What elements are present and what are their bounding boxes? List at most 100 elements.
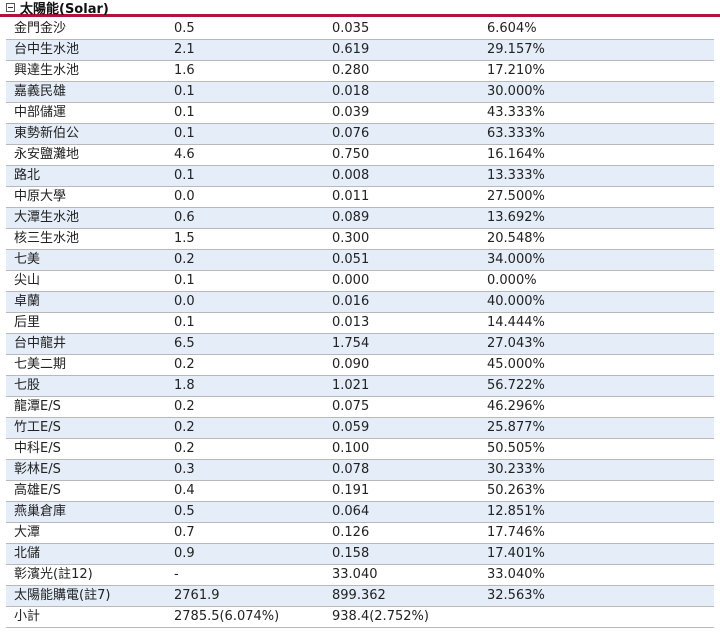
table-row: 后里 0.1 0.013 14.444% [6, 312, 714, 334]
capacity-cell: 0.2 [166, 396, 324, 418]
table-row: 龍潭E/S 0.2 0.075 46.296% [6, 396, 714, 418]
table-row: 七股 1.8 1.021 56.722% [6, 375, 714, 397]
table-row: 彰濱光(註12) -33.040 33.040% [6, 564, 714, 586]
ratio-cell: 12.851% [479, 501, 714, 523]
ratio-cell: 40.000% [479, 291, 714, 313]
capacity-cell: 0.1 [166, 312, 324, 334]
station-name-cell: 卓蘭 [6, 291, 166, 313]
station-name-cell: 嘉義民雄 [6, 81, 166, 103]
capacity-cell: 0.7 [166, 522, 324, 544]
ratio-cell: 50.505% [479, 438, 714, 460]
section-header[interactable]: 太陽能(Solar) [0, 0, 720, 17]
generation-cell: 1.021 [324, 375, 479, 397]
ratio-cell: 45.000% [479, 354, 714, 376]
table-row: 尖山 0.1 0.000 0.000% [6, 270, 714, 292]
table-row: 中部儲運 0.1 0.039 43.333% [6, 102, 714, 124]
table-row: 七美二期 0.2 0.090 45.000% [6, 354, 714, 376]
table-row: 卓蘭 0.0 0.016 40.000% [6, 291, 714, 313]
capacity-cell: 0.5 [166, 501, 324, 523]
table-row: 路北 0.1 0.008 13.333% [6, 165, 714, 187]
station-name-cell: 路北 [6, 165, 166, 187]
generation-cell: 0.013 [324, 312, 479, 334]
ratio-cell: 27.500% [479, 186, 714, 208]
generation-cell: 33.040 [324, 564, 479, 586]
ratio-cell: 32.563% [479, 585, 714, 607]
table-row: 小計 2785.5(6.074%) 938.4(2.752%) [6, 606, 714, 628]
table-row: 台中生水池 2.1 0.619 29.157% [6, 39, 714, 61]
capacity-cell: 0.4 [166, 480, 324, 502]
ratio-cell: 0.000% [479, 270, 714, 292]
ratio-cell: 17.210% [479, 60, 714, 82]
capacity-cell: 0.1 [166, 123, 324, 145]
generation-cell: 0.100 [324, 438, 479, 460]
table-row: 興達生水池 1.6 0.280 17.210% [6, 60, 714, 82]
generation-cell: 0.078 [324, 459, 479, 481]
table-row: 燕巢倉庫 0.5 0.064 12.851% [6, 501, 714, 523]
generation-cell: 0.619 [324, 39, 479, 61]
station-name-cell: 燕巢倉庫 [6, 501, 166, 523]
table-row: 太陽能購電(註7) 2761.9 899.362 32.563% [6, 585, 714, 607]
ratio-cell: 30.000% [479, 81, 714, 103]
generation-cell: 0.016 [324, 291, 479, 313]
station-name-cell: 中原大學 [6, 186, 166, 208]
generation-cell: 0.126 [324, 522, 479, 544]
ratio-cell: 56.722% [479, 375, 714, 397]
generation-cell: 899.362 [324, 585, 479, 607]
table-row: 大潭 0.7 0.126 17.746% [6, 522, 714, 544]
ratio-cell: 16.164% [479, 144, 714, 166]
station-name-cell: 高雄E/S [6, 480, 166, 502]
section-title: 太陽能(Solar) [20, 1, 109, 17]
ratio-cell: 20.548% [479, 228, 714, 250]
table-row: 中科E/S 0.2 0.100 50.505% [6, 438, 714, 460]
capacity-cell: 2761.9 [166, 585, 324, 607]
ratio-cell: 29.157% [479, 39, 714, 61]
capacity-cell: 4.6 [166, 144, 324, 166]
table-row: 永安鹽灘地 4.6 0.750 16.164% [6, 144, 714, 166]
generation-cell: 938.4(2.752%) [324, 606, 479, 628]
collapse-toggle-icon[interactable] [6, 2, 15, 12]
generation-cell: 0.075 [324, 396, 479, 418]
ratio-cell: 46.296% [479, 396, 714, 418]
table-row: 金門金沙 0.5 0.035 6.604% [6, 19, 714, 40]
station-name-cell: 太陽能購電(註7) [6, 585, 166, 607]
ratio-cell: 17.401% [479, 543, 714, 565]
station-name-cell: 小計 [6, 606, 166, 628]
generation-cell: 0.000 [324, 270, 479, 292]
station-name-cell: 龍潭E/S [6, 396, 166, 418]
table-row: 中原大學 0.0 0.011 27.500% [6, 186, 714, 208]
capacity-cell: 1.6 [166, 60, 324, 82]
ratio-cell: 33.040% [479, 564, 714, 586]
ratio-cell: 25.877% [479, 417, 714, 439]
generation-cell: 0.089 [324, 207, 479, 229]
ratio-cell: 43.333% [479, 102, 714, 124]
table-row: 東勢新伯公 0.1 0.076 63.333% [6, 123, 714, 145]
capacity-cell: 0.9 [166, 543, 324, 565]
generation-cell: 0.018 [324, 81, 479, 103]
capacity-cell: 2.1 [166, 39, 324, 61]
ratio-cell: 17.746% [479, 522, 714, 544]
station-name-cell: 彰林E/S [6, 459, 166, 481]
table-row: 嘉義民雄 0.1 0.018 30.000% [6, 81, 714, 103]
generation-cell: 0.008 [324, 165, 479, 187]
station-name-cell: 尖山 [6, 270, 166, 292]
capacity-cell: 0.2 [166, 249, 324, 271]
capacity-cell: 0.1 [166, 102, 324, 124]
ratio-cell: 50.263% [479, 480, 714, 502]
station-name-cell: 中部儲運 [6, 102, 166, 124]
table-row: 台中龍井 6.5 1.754 27.043% [6, 333, 714, 355]
ratio-cell: 30.233% [479, 459, 714, 481]
capacity-cell: 0.1 [166, 270, 324, 292]
capacity-cell: 1.5 [166, 228, 324, 250]
station-name-cell: 后里 [6, 312, 166, 334]
station-name-cell: 台中生水池 [6, 39, 166, 61]
capacity-cell: 6.5 [166, 333, 324, 355]
capacity-cell: 0.0 [166, 186, 324, 208]
capacity-cell: 0.6 [166, 207, 324, 229]
station-name-cell: 七美 [6, 249, 166, 271]
ratio-cell: 27.043% [479, 333, 714, 355]
generation-cell: 1.754 [324, 333, 479, 355]
capacity-cell: 0.2 [166, 438, 324, 460]
generation-cell: 0.300 [324, 228, 479, 250]
capacity-cell: 2785.5(6.074%) [166, 606, 324, 628]
station-name-cell: 東勢新伯公 [6, 123, 166, 145]
